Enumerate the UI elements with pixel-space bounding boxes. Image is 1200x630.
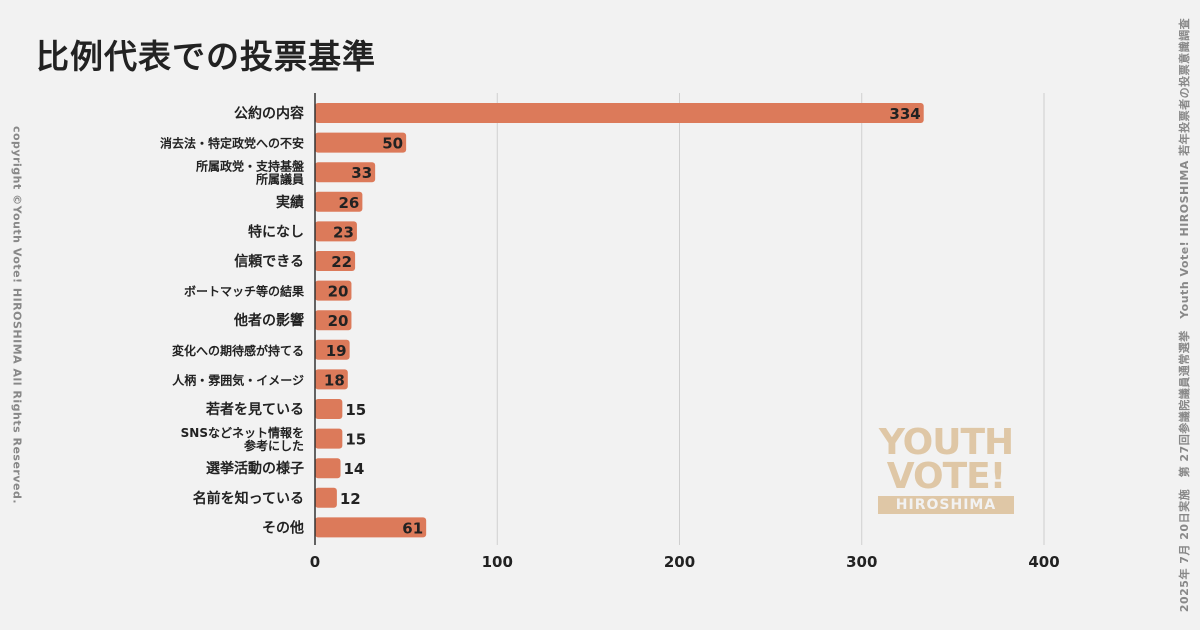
bars [315, 103, 924, 538]
grid-lines [496, 93, 1045, 545]
bar [315, 487, 337, 508]
value-label: 12 [340, 490, 361, 508]
bar [315, 339, 350, 360]
logo-line-1: YOUTH [878, 422, 1014, 463]
x-tick-label: 100 [482, 553, 513, 571]
category-label: 信頼できる [234, 253, 304, 270]
category-label: 所属政党・支持基盤 [196, 159, 305, 174]
value-label: 18 [324, 371, 345, 389]
value-label: 26 [339, 194, 360, 212]
x-tick-label: 400 [1028, 553, 1059, 571]
category-label: その他 [262, 519, 304, 536]
value-label: 61 [402, 519, 423, 537]
category-label: ボートマッチ等の結果 [184, 284, 304, 299]
category-label: 実績 [276, 194, 304, 211]
value-label: 15 [345, 431, 366, 449]
chart-title: 比例代表での投票基準 [36, 37, 376, 76]
value-label: 23 [333, 223, 354, 241]
category-label: 選挙活動の様子 [206, 460, 304, 477]
category-labels: 公約の内容消去法・特定政党への不安所属政党・支持基盤所属議員実績特になし信頼でき… [160, 105, 305, 536]
value-label: 15 [345, 401, 366, 419]
x-tick-labels: 0 100 200 300 400 [310, 553, 1060, 571]
category-label: 変化への期待感が持てる [172, 343, 304, 358]
bar [315, 221, 357, 242]
value-label: 33 [351, 164, 372, 182]
bar [315, 280, 352, 301]
value-label: 22 [331, 253, 352, 271]
bar [315, 369, 348, 390]
value-label: 20 [328, 283, 349, 301]
value-label: 14 [344, 460, 365, 478]
value-label: 20 [328, 312, 349, 330]
category-label: 所属議員 [256, 172, 304, 187]
bar [315, 458, 341, 479]
category-label: 公約の内容 [234, 105, 304, 122]
value-label: 50 [382, 135, 403, 153]
bar [315, 399, 343, 419]
bar [315, 310, 352, 331]
category-label: 若者を見ている [205, 401, 304, 418]
bar [315, 191, 363, 212]
x-tick-label: 300 [846, 553, 877, 571]
category-label: 人柄・雰囲気・イメージ [172, 372, 304, 387]
logo-line-2: VOTE! [886, 456, 1006, 497]
youth-vote-logo: YOUTH VOTE! HIROSHIMA [878, 422, 1014, 514]
category-label: 他者の影響 [233, 312, 304, 329]
logo-line-3: HIROSHIMA [878, 496, 1014, 514]
x-tick-label: 200 [664, 553, 695, 571]
value-label: 19 [326, 342, 347, 360]
category-label: 消去法・特定政党への不安 [160, 136, 304, 151]
bar [315, 517, 427, 538]
x-tick-label: 0 [310, 553, 320, 571]
bar [315, 251, 356, 271]
bar [315, 103, 924, 123]
bar [315, 162, 376, 183]
bar [315, 132, 407, 153]
category-label: SNSなどネット情報を [181, 425, 304, 440]
bar [315, 428, 343, 449]
category-label: 特になし [248, 223, 304, 240]
category-label: 名前を知っている [193, 490, 304, 507]
category-label: 参考にした [244, 438, 304, 453]
value-label: 334 [889, 105, 920, 123]
